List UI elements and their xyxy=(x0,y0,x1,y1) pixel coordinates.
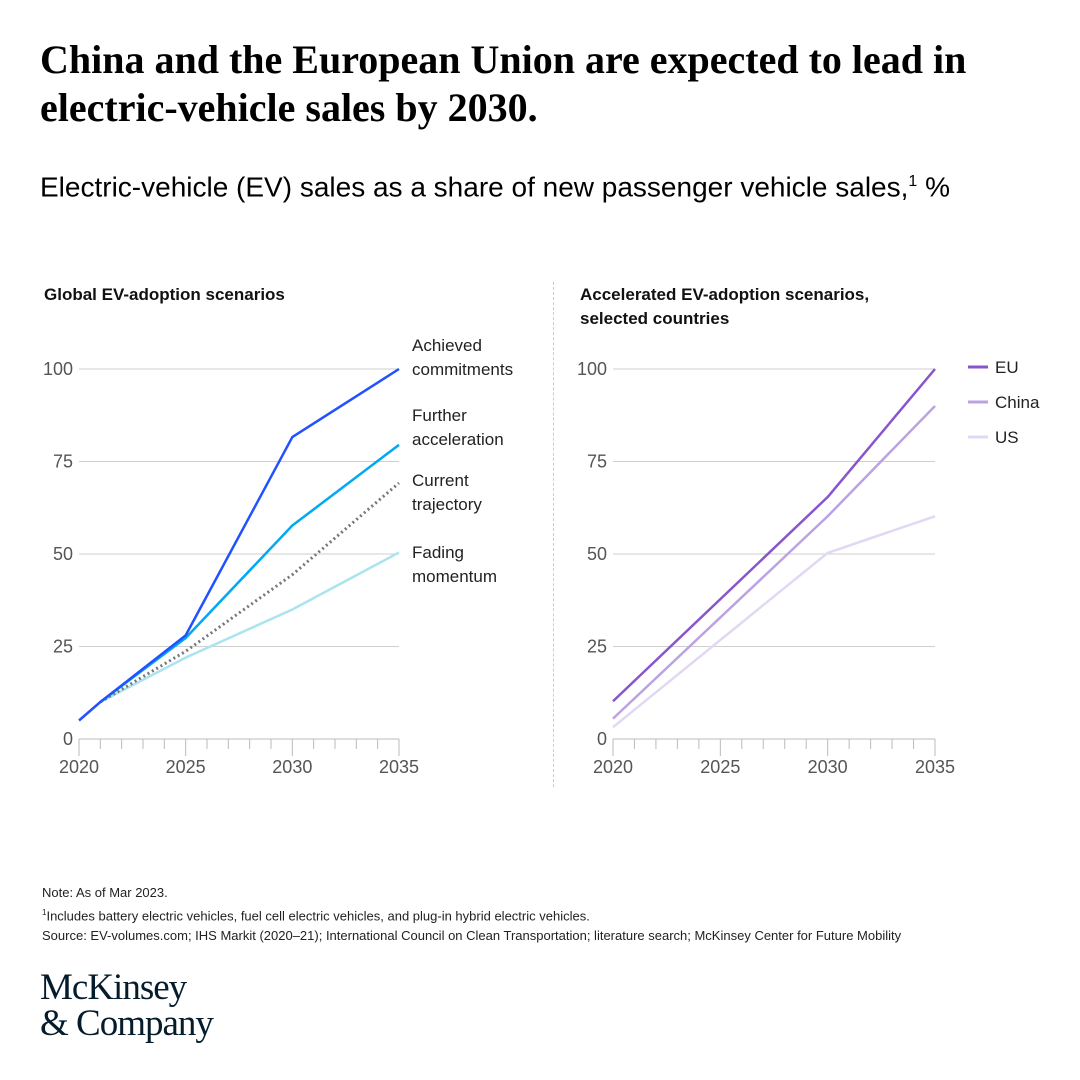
footnote-marker: 1 xyxy=(42,908,47,917)
series-line-achieved-commitments xyxy=(78,367,400,722)
source-text: Source: EV-volumes.com; IHS Markit (2020… xyxy=(42,928,902,944)
x-tick-label: 2020 xyxy=(593,757,633,777)
series-label-line: Current xyxy=(412,471,469,490)
series-label: Achieved commitments xyxy=(412,336,513,379)
series-line-fading-momentum xyxy=(99,551,400,704)
series-label-line: acceleration xyxy=(412,430,504,449)
series-label-line: momentum xyxy=(412,567,497,586)
y-tick-label: 75 xyxy=(53,452,73,472)
legend-label: China xyxy=(995,393,1040,412)
x-tick-label: 2030 xyxy=(808,757,848,777)
series-line-further-acceleration xyxy=(99,443,400,703)
series-line-us xyxy=(612,515,936,729)
chart-headline: China and the European Union are expecte… xyxy=(40,37,967,130)
logo-line-1: McKinsey xyxy=(40,967,187,1008)
y-tick-label: 0 xyxy=(63,729,73,749)
y-tick-label: 100 xyxy=(43,359,73,379)
series-label: Current trajectory xyxy=(412,471,482,514)
x-tick-label: 2025 xyxy=(166,757,206,777)
x-tick-label: 2030 xyxy=(272,757,312,777)
series-line-china xyxy=(612,405,936,720)
subtitle-unit: % xyxy=(917,171,950,203)
legend-label: EU xyxy=(995,358,1019,377)
subtitle-text: Electric-vehicle (EV) sales as a share o… xyxy=(40,171,909,203)
mckinsey-logo: McKinsey & Company xyxy=(40,967,214,1044)
series-label-line: Further xyxy=(412,406,467,425)
legend-label: US xyxy=(995,428,1019,447)
x-tick-label: 2025 xyxy=(700,757,740,777)
panel-divider xyxy=(553,282,554,787)
series-label-line: Achieved xyxy=(412,336,482,355)
subtitle-footnote-marker: 1 xyxy=(908,173,918,190)
series-label: Fading momentum xyxy=(412,543,497,586)
global-scenarios-chart: 0 25 50 75 100 2020 2025 2030 2035 Achieved commit… xyxy=(43,336,513,777)
y-tick-label: 75 xyxy=(587,452,607,472)
footnote: 1Includes battery electric vehicles, fue… xyxy=(42,903,901,926)
footnote-text: Includes battery electric vehicles, fuel… xyxy=(46,908,590,924)
x-tick-label: 2035 xyxy=(915,757,955,777)
countries-chart: 0 25 50 75 100 2020 2025 2030 2035 EU China US xyxy=(577,358,1040,777)
notes: Note: As of Mar 2023. 1Includes battery … xyxy=(42,883,901,946)
left-panel-title: Global EV-adoption scenarios xyxy=(44,285,285,304)
y-tick-label: 0 xyxy=(597,729,607,749)
logo-line-2: & Company xyxy=(40,1003,214,1044)
series-label: Further acceleration xyxy=(412,406,504,449)
note-text: Note: As of Mar 2023. xyxy=(42,885,168,900)
series-line-current-trajectory xyxy=(99,481,400,704)
series-line-eu xyxy=(612,368,936,703)
series-label-line: commitments xyxy=(412,360,513,379)
chart-subtitle: Electric-vehicle (EV) sales as a share o… xyxy=(40,163,1050,206)
y-tick-label: 25 xyxy=(53,637,73,657)
series-label-line: trajectory xyxy=(412,495,482,514)
right-panel-title: Accelerated EV-adoption scenarios, selec… xyxy=(580,285,870,328)
y-tick-label: 100 xyxy=(577,359,607,379)
x-tick-label: 2020 xyxy=(59,757,99,777)
series-label-line: Fading xyxy=(412,543,464,562)
x-tick-label: 2035 xyxy=(379,757,419,777)
y-tick-label: 50 xyxy=(53,544,73,564)
y-tick-label: 50 xyxy=(587,544,607,564)
y-tick-label: 25 xyxy=(587,637,607,657)
